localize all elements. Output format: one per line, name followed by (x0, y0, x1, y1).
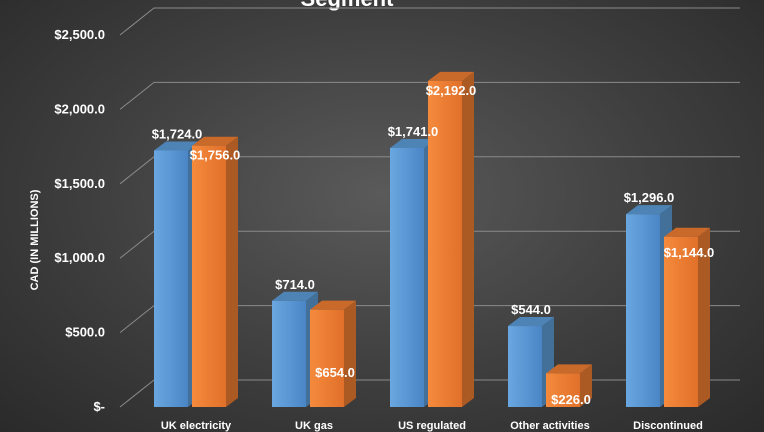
bar-top (664, 227, 710, 237)
x-axis-categories: UK electricity UK gas US regulated Other ac… (161, 420, 703, 432)
bar-top (546, 364, 592, 374)
x-tick-label: Discontinued (633, 420, 703, 432)
x-tick-label: US regulated (398, 420, 466, 432)
bar-top (626, 205, 672, 215)
y-tick-label: $1,000.0 (54, 250, 105, 265)
bar-front (272, 300, 306, 407)
bar-front (546, 373, 580, 407)
data-label: $714.0 (275, 277, 315, 292)
data-label: $226.0 (551, 392, 591, 407)
data-label: $1,144.0 (664, 245, 715, 260)
bar (428, 71, 474, 408)
x-tick-label: UK electricity (161, 420, 232, 432)
data-label: $1,296.0 (624, 190, 675, 205)
y-tick-label: $2,500.0 (54, 27, 105, 42)
data-label: $1,724.0 (152, 126, 203, 141)
bars (154, 71, 710, 408)
bar-top (154, 141, 200, 151)
data-label: $1,756.0 (190, 148, 241, 163)
bar-front (626, 214, 660, 407)
data-label: $2,192.0 (426, 83, 477, 98)
y-axis-ticks: $- $500.0 $1,000.0 $1,500.0 $2,000.0 $2,500.0 (54, 27, 105, 414)
bar-side (226, 136, 238, 407)
bar-top (272, 291, 318, 301)
bar-top (508, 317, 554, 327)
y-tick-label: $2,000.0 (54, 101, 105, 116)
bar-side (462, 71, 474, 408)
bar-top (192, 136, 238, 146)
data-label: $1,741.0 (388, 124, 439, 139)
y-axis-title: CAD (IN MILLIONS) (29, 189, 41, 290)
bar (192, 136, 238, 407)
bar-side (344, 300, 356, 407)
bar (310, 300, 356, 407)
y-tick-label: $1,500.0 (54, 176, 105, 191)
bar-top (310, 300, 356, 310)
bar-front (508, 326, 542, 407)
bar (508, 317, 554, 407)
bar-front (428, 80, 462, 408)
bar (664, 227, 710, 407)
gridline (119, 81, 740, 110)
y-tick-label: $500.0 (65, 325, 105, 340)
bar-front (664, 236, 698, 407)
data-label: $654.0 (315, 365, 355, 380)
data-label: $544.0 (511, 302, 551, 317)
bar-front (390, 147, 424, 407)
x-tick-label: UK gas (295, 420, 333, 432)
bar-front (310, 309, 344, 407)
bar-front (154, 150, 188, 407)
y-tick-label: $- (93, 399, 105, 414)
bar-front (192, 145, 226, 407)
chart-title: Segment (301, 0, 395, 11)
bar (546, 364, 592, 407)
bar-side (580, 364, 592, 407)
bar-side (698, 227, 710, 407)
data-labels: $1,724.0 $1,756.0 $714.0 $654.0 $1,741.0 $2,1… (152, 83, 715, 407)
bar-top (390, 138, 436, 148)
x-tick-label: Other activities (510, 420, 589, 432)
gridline (119, 7, 740, 36)
bar-top (428, 71, 474, 81)
